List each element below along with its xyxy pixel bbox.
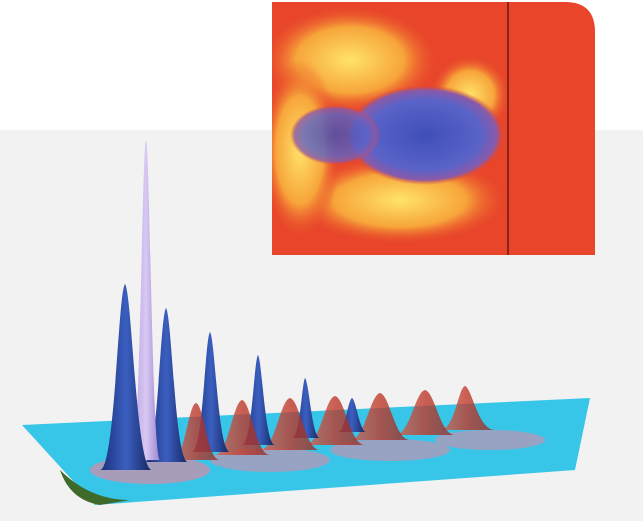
heatmap — [260, 2, 595, 255]
surface-shadow — [435, 430, 545, 450]
illustration — [0, 0, 643, 521]
heatmap-cold-region — [290, 105, 380, 165]
page — [0, 0, 643, 521]
